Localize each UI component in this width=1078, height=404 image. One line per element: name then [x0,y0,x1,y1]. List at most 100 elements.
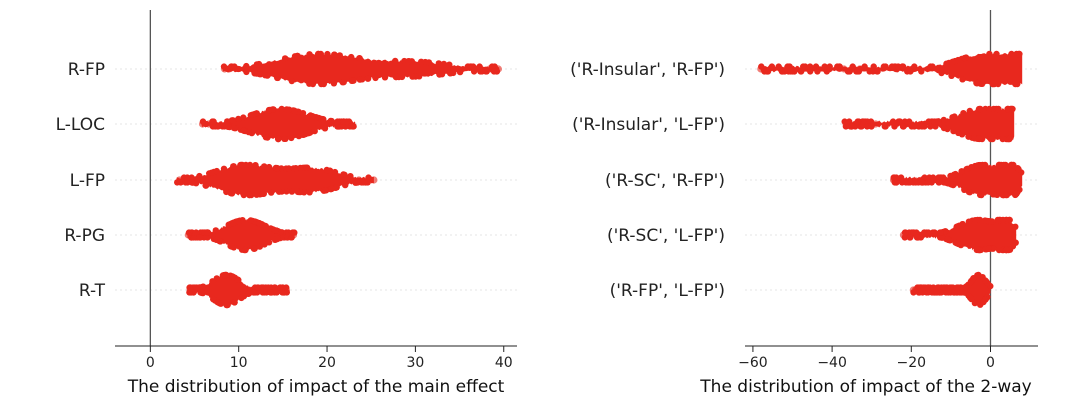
data-point [960,110,967,117]
data-point [1012,223,1019,230]
data-point [806,63,814,70]
data-point [288,188,296,195]
data-point [925,229,932,236]
data-point [965,218,973,225]
category-label: ('R-FP', 'L-FP') [610,281,725,301]
data-point [975,246,982,254]
data-point [940,116,947,124]
data-point [925,179,932,186]
data-point [372,74,379,82]
data-point [438,71,446,78]
outlier-point [889,176,898,184]
data-point [854,118,861,125]
data-point [948,72,955,80]
data-point [253,110,260,117]
data-point [958,168,965,175]
data-point [797,68,805,75]
data-point [953,289,961,296]
data-point [350,77,357,84]
data-point [949,114,956,121]
data-point [328,185,335,192]
data-point [240,114,247,121]
data-point [247,217,254,224]
swarm-1: R-FP [68,50,502,88]
data-point [299,110,307,117]
outlier-point [289,231,298,239]
outlier-point [757,65,765,73]
data-point [240,191,247,199]
data-point [342,181,349,189]
data-point [311,127,318,135]
data-point [954,284,962,291]
data-point [993,50,1000,58]
data-point [775,63,782,70]
data-point [231,63,238,70]
data-point [277,284,284,291]
data-point [924,284,931,291]
category-label: ('R-SC', 'L-FP') [607,226,725,246]
data-point [924,289,932,296]
data-point [950,127,957,135]
data-point [223,301,230,309]
data-point [409,73,416,80]
data-point [274,135,282,143]
data-point [901,118,909,125]
data-point [882,63,889,70]
data-point [1008,105,1015,113]
data-point [908,123,915,130]
data-point [342,123,349,130]
data-point [291,107,298,115]
swarm-body [891,164,1023,196]
data-point [899,123,907,130]
data-point [995,246,1003,254]
category-label: R-FP [68,60,105,80]
outlier-point [175,176,184,184]
data-point [340,78,347,86]
outlier-point [198,120,207,128]
data-point [968,164,975,171]
outlier-point [355,176,363,184]
data-point [812,63,820,70]
data-point [278,105,285,113]
data-point [264,134,271,141]
data-point [882,123,889,130]
data-point [1008,50,1015,58]
swarm-body [222,53,500,85]
data-point [213,167,220,175]
data-point [318,80,325,88]
data-point [320,116,327,123]
data-point [294,188,302,196]
data-point [209,278,216,285]
data-point [944,236,951,243]
data-point [1016,50,1023,58]
data-point [1014,80,1021,88]
data-point [255,284,262,291]
data-point [958,289,965,296]
swarm-2: ('R-Insular', 'L-FP') [572,105,1016,143]
swarm-body [201,108,356,140]
data-point [456,68,464,76]
data-point [381,74,389,81]
data-point [933,289,940,296]
panel-2: −60 −40 −20 0 The distribution of impact of … [570,10,1038,397]
data-point [242,246,249,254]
data-point [252,162,259,169]
data-point [217,300,224,307]
data-point [275,188,283,195]
outlier-point [783,65,791,73]
data-point [230,219,237,226]
data-point [333,184,340,191]
x-axis-title: The distribution of impact of the main e… [127,377,505,397]
data-point [935,179,943,186]
data-point [238,294,245,302]
data-point [978,80,986,88]
data-point [288,77,295,85]
data-point [259,284,267,291]
data-point [821,63,828,70]
data-point [989,135,996,143]
data-point [440,60,448,68]
data-point [435,60,442,67]
data-point [239,161,246,169]
data-point [231,299,238,306]
